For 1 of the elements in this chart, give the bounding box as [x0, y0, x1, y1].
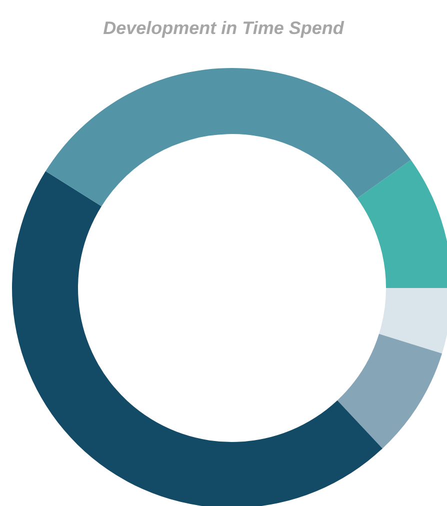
- chart-title: Development in Time Spend: [103, 18, 345, 38]
